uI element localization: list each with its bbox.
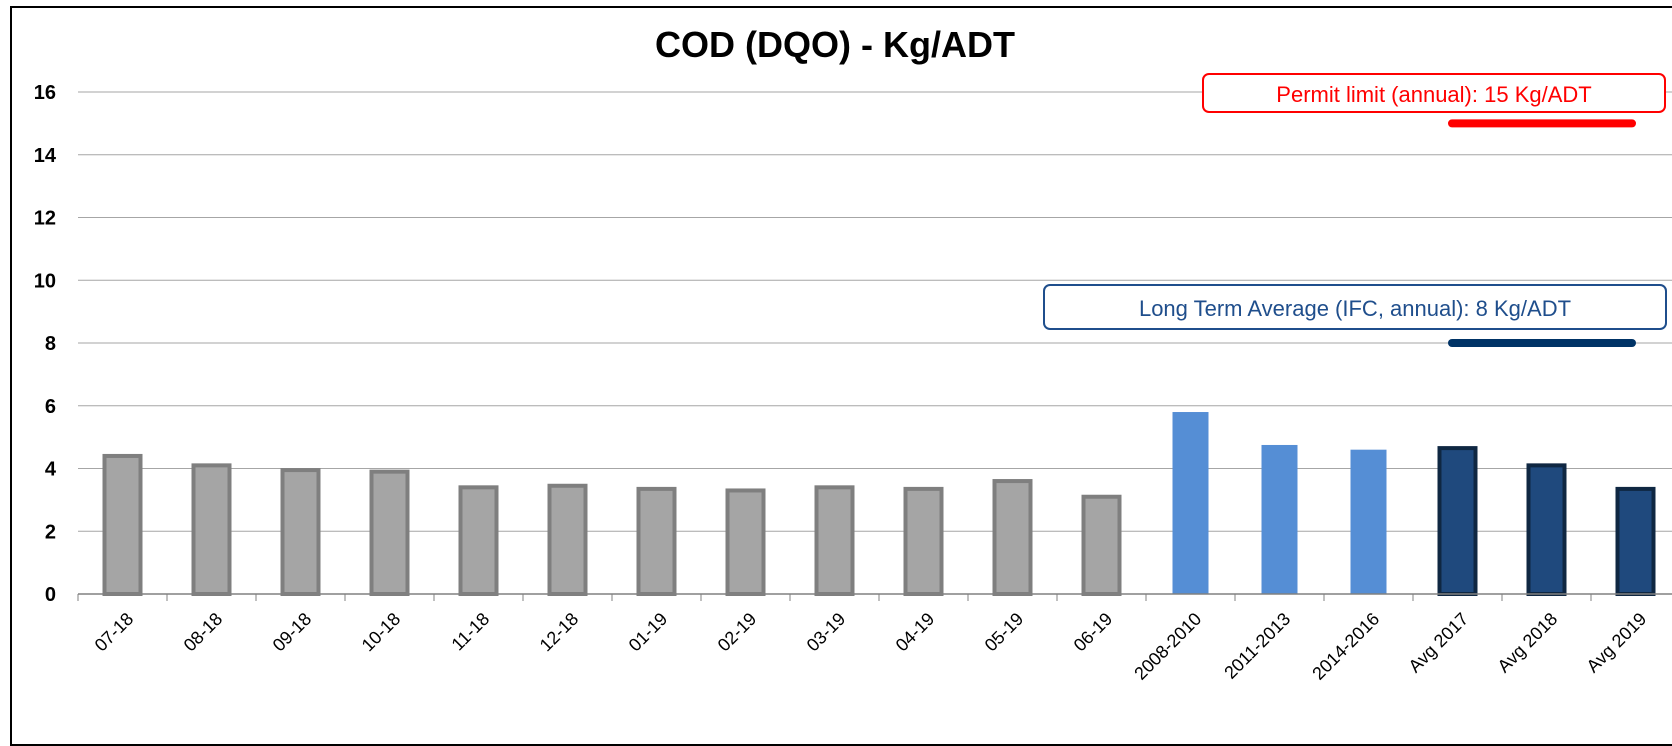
bar [1437,446,1478,597]
x-tick-label: Avg 2019 [1583,609,1651,677]
x-tick-label: 07-18 [91,609,138,656]
bar-chart: COD (DQO) - Kg/ADT 0 2 4 6 8 10 12 14 16 07-18 08… [34,24,1672,684]
bar [992,479,1033,596]
ifc-average-annotation: Long Term Average (IFC, annual): 8 Kg/AD… [1043,284,1667,347]
y-tick-label: 6 [45,396,56,418]
x-tick-label: 09-18 [269,609,316,656]
ifc-average-box [1043,284,1667,330]
x-tick-label: 11-18 [448,609,494,655]
x-axis-ticks: 07-18 08-18 09-18 10-18 11-18 12-18 01-19 02-19… [91,609,1651,684]
y-axis-ticks: 0 2 4 6 8 10 12 14 16 [34,82,57,606]
permit-limit-label: Permit limit (annual): 15 Kg/ADT [1276,82,1591,107]
x-tick-label: 06-19 [1070,609,1117,656]
permit-limit-box [1202,73,1666,113]
y-tick-label: 8 [45,333,56,355]
x-tick-label: 05-19 [981,609,1028,656]
x-tick-label: 2008-2010 [1130,609,1205,684]
bar [280,468,321,597]
x-tick-label: 2014-2016 [1308,609,1383,684]
y-tick-label: 16 [34,82,56,104]
x-tick-label: 10-18 [358,609,405,656]
y-tick-label: 10 [34,270,56,292]
bar [547,483,588,597]
x-tick-label: Avg 2017 [1405,609,1473,677]
bar [1081,494,1122,596]
bar [725,488,766,596]
bar [1526,463,1567,596]
x-axis [77,593,1672,601]
permit-limit-annotation: Permit limit (annual): 15 Kg/ADT [1202,73,1666,128]
x-tick-label: 08-18 [180,609,227,656]
bar [102,453,143,597]
bar [1615,486,1656,596]
bar [903,486,944,596]
ifc-average-label: Long Term Average (IFC, annual): 8 Kg/AD… [1139,296,1571,321]
x-tick-label: 02-19 [714,609,761,656]
bar [1261,444,1298,594]
x-tick-label: 2011-2013 [1220,609,1294,683]
gridlines [78,91,1672,532]
bar [1172,412,1209,594]
x-tick-label: Avg 2018 [1494,609,1562,677]
x-tick-label: 01-19 [625,609,672,656]
bar [191,463,232,596]
x-tick-label: 03-19 [803,609,850,656]
bar [814,485,855,597]
x-tick-label: 04-19 [892,609,939,656]
y-tick-label: 2 [45,521,56,543]
y-tick-label: 14 [34,145,57,167]
x-tick-label: 12-18 [536,609,583,656]
bar [1350,449,1387,594]
y-tick-label: 0 [45,584,56,606]
y-tick-label: 12 [34,208,56,230]
bar [636,486,677,596]
chart-title: COD (DQO) - Kg/ADT [655,24,1015,65]
bar [369,469,410,597]
bars [102,412,1656,597]
y-tick-label: 4 [45,459,57,481]
bar [458,485,499,597]
